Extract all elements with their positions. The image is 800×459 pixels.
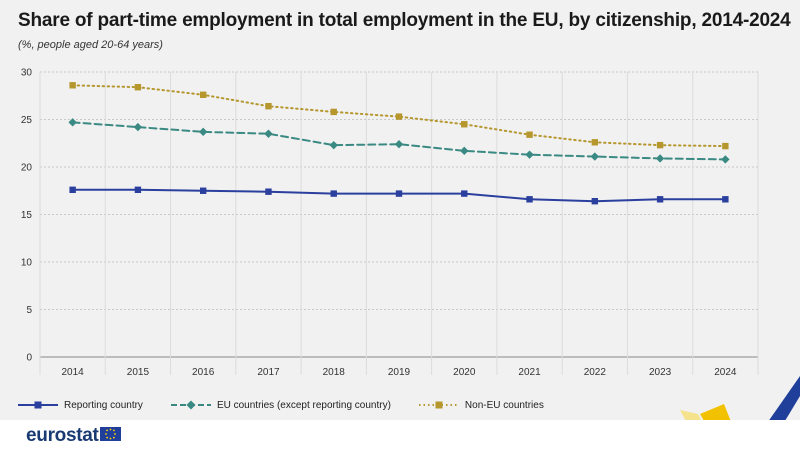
data-point-series-1 [133,122,143,132]
data-point-series-2 [69,82,76,89]
legend-item-eu: EU countries (except reporting country) [170,399,391,411]
data-point-series-0 [461,190,468,197]
data-point-series-2 [656,141,664,149]
data-point-series-0 [722,196,729,203]
data-point-series-1 [394,140,404,149]
data-point-series-2 [265,103,272,110]
data-point-series-2 [722,142,729,150]
data-point-series-1 [655,154,665,163]
data-point-series-1 [329,140,338,150]
y-tick-label: 25 [21,115,33,126]
x-tick-label: 2017 [257,367,280,378]
y-tick-label: 10 [21,258,33,269]
y-tick-label: 5 [26,305,32,316]
x-tick-label: 2023 [649,367,672,378]
chart-panel [0,0,800,420]
data-point-series-1 [525,150,534,159]
data-point-series-2 [591,139,599,146]
series-line-2 [71,84,727,148]
data-point-series-0 [265,188,272,195]
data-point-series-0 [656,196,664,203]
x-tick-label: 2014 [62,367,85,378]
data-point-series-2 [134,84,142,91]
x-tick-label: 2024 [714,367,737,378]
data-point-series-2 [461,121,468,128]
series-line-1 [71,121,727,161]
line-chart: 0 5 10 15 20 25 30 2014 2015 2016 2017 2018 2019 2020… [21,68,759,378]
x-tick-label: 2022 [584,367,607,378]
legend-item-noneu: Non-EU countries [418,399,544,411]
x-tick-label: 2018 [323,367,346,378]
eurostat-logo: eurostat [26,425,99,446]
legend-swatch-eu [170,400,211,410]
data-point-series-0 [526,196,533,203]
legend-swatch-reporting [18,401,58,409]
legend-label-reporting: Reporting country [64,399,143,411]
x-tick-label: 2019 [388,367,411,378]
x-tick-label: 2015 [127,367,150,378]
data-point-series-0 [330,190,337,197]
eu-flag-icon [100,427,121,441]
x-tick-label: 2020 [453,367,476,378]
legend-label-eu: EU countries (except reporting country) [216,399,391,411]
data-point-series-0 [395,190,403,197]
data-point-series-0 [69,186,76,193]
y-tick-label: 15 [21,210,33,221]
x-tick-label: 2021 [518,367,541,378]
chart-title: Share of part-time employment in total e… [18,10,791,31]
data-point-series-0 [199,187,207,194]
data-point-series-2 [199,91,207,98]
y-tick-label: 0 [26,353,32,364]
y-tick-label: 30 [21,68,33,79]
data-point-series-1 [68,118,77,127]
data-point-series-1 [198,127,208,137]
footer: eurostat [0,420,800,459]
data-point-series-2 [395,113,403,120]
data-point-series-1 [460,146,469,156]
data-point-series-0 [134,186,142,193]
legend-swatch-noneu [418,401,459,409]
chart-subtitle: (%, people aged 20-64 years) [18,39,163,51]
data-point-series-1 [590,152,600,161]
x-tick-label: 2016 [192,367,215,378]
data-point-series-2 [330,108,337,116]
legend-item-reporting: Reporting country [18,400,143,411]
data-point-series-0 [591,198,599,205]
data-point-series-1 [721,155,730,164]
y-tick-label: 20 [21,163,33,174]
legend-label-noneu: Non-EU countries [464,399,544,411]
data-point-series-1 [264,129,273,138]
legend: Reporting country EU countries (except r… [18,396,572,414]
data-point-series-2 [526,131,533,138]
